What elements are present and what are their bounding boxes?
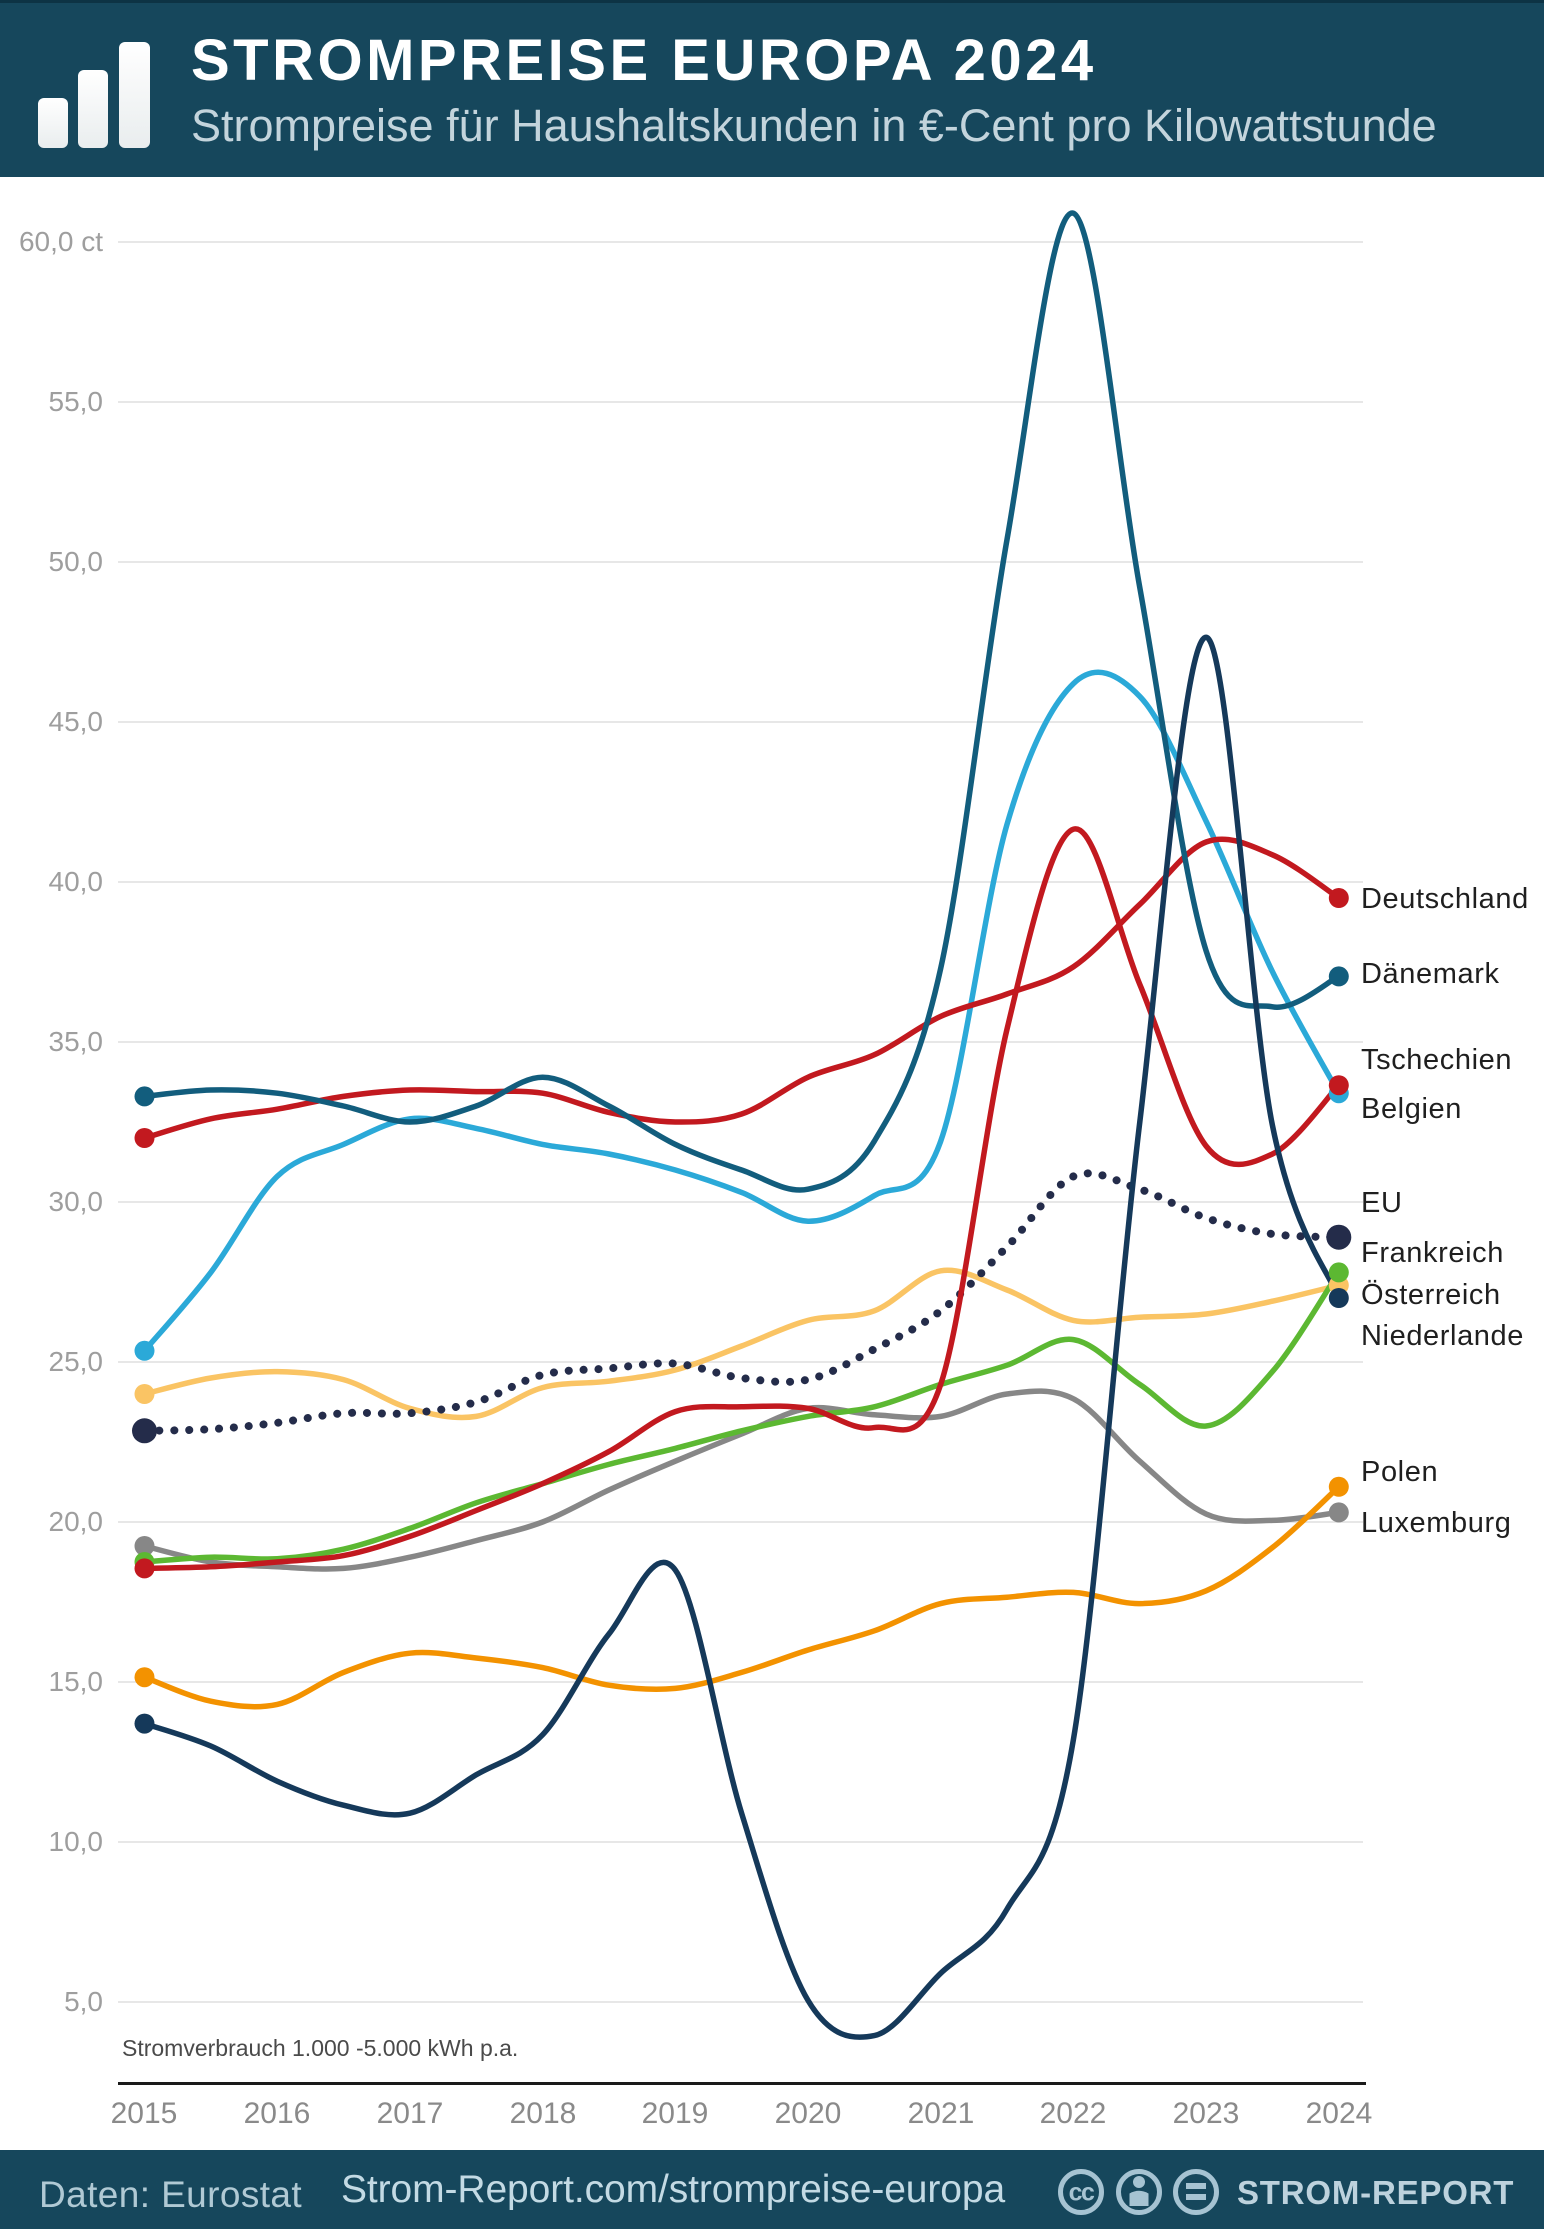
svg-text:cc: cc	[1069, 2179, 1095, 2207]
